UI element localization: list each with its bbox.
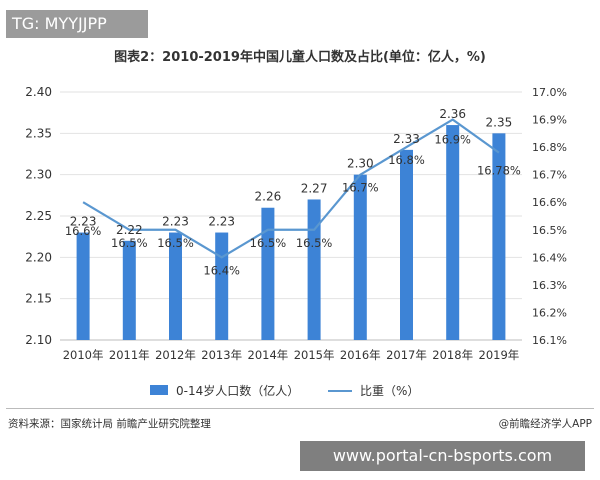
line-value-label: 16.5% — [296, 236, 333, 250]
bar-value-label: 2.23 — [162, 215, 189, 229]
bar-value-label: 2.26 — [255, 190, 282, 204]
bar-value-label: 2.30 — [347, 157, 374, 171]
line-data-labels: 16.6% 16.5% 16.5% 16.4% 16.5% 16.5% 16.7% 16.8%… — [65, 133, 521, 278]
y-right-tick-label: 16.5% — [532, 224, 567, 237]
legend-bar-label: 0-14岁人口数（亿人） — [176, 384, 300, 398]
line-value-label: 16.7% — [342, 181, 379, 195]
legend-bar-swatch — [150, 385, 168, 395]
line-value-label: 16.8% — [388, 153, 425, 167]
bar-value-label: 2.23 — [70, 215, 97, 229]
bar — [122, 240, 136, 340]
y-right-tick-label: 16.7% — [532, 169, 567, 182]
bar-value-label: 2.36 — [439, 107, 466, 121]
x-tick-label: 2010年 — [63, 348, 104, 362]
x-tick-label: 2018年 — [432, 348, 473, 362]
x-tick-label: 2015年 — [294, 348, 335, 362]
x-tick-label: 2014年 — [248, 348, 289, 362]
bar — [446, 125, 460, 340]
x-tick-label: 2013年 — [201, 348, 242, 362]
bar-value-label: 2.22 — [116, 223, 143, 237]
y-left-tick-label: 2.40 — [25, 85, 52, 99]
x-tick-label: 2011年 — [109, 348, 150, 362]
bar — [400, 149, 413, 340]
bar-value-label: 2.35 — [486, 115, 513, 129]
y-left-tick-label: 2.10 — [25, 333, 52, 347]
brand-note: @前瞻经济学人APP — [498, 418, 592, 430]
y-right-tick-label: 16.2% — [532, 306, 567, 319]
bar — [215, 232, 229, 340]
line-value-label: 16.4% — [203, 263, 240, 277]
line-value-label: 16.5% — [111, 236, 148, 250]
y-left-tick-label: 2.35 — [25, 126, 52, 140]
x-tick-label: 2016年 — [340, 348, 381, 362]
legend: 0-14岁人口数（亿人） 比重（%） — [150, 382, 470, 400]
x-tick-label: 2017年 — [386, 348, 427, 362]
y-left-tick-label: 2.15 — [25, 292, 52, 306]
bottom-banner: www.portal-cn-bsports.com — [300, 441, 585, 471]
y-right-tick-label: 16.9% — [532, 114, 567, 127]
y-right-tick-label: 16.6% — [532, 196, 567, 209]
source-note: 资料来源：国家统计局 前瞻产业研究院整理 — [8, 418, 211, 430]
footer-divider — [6, 408, 594, 409]
x-axis: 2010年 2011年 2012年 2013年 2014年 2015年 2016年 2017年… — [63, 348, 520, 362]
x-tick-label: 2019年 — [479, 348, 520, 362]
line-value-label: 16.5% — [250, 236, 287, 250]
line-value-label: 16.78% — [477, 164, 521, 178]
y-right-tick-label: 16.4% — [532, 251, 567, 264]
bar — [307, 199, 321, 340]
bar — [169, 232, 182, 340]
line-series — [82, 118, 500, 259]
line-value-label: 16.6% — [65, 224, 102, 238]
bar — [353, 174, 367, 340]
y-right-tick-label: 16.8% — [532, 141, 567, 154]
share-line — [82, 118, 500, 259]
y-right-tick-label: 16.3% — [532, 279, 567, 292]
bar-value-label: 2.27 — [301, 181, 328, 195]
line-value-label: 16.5% — [157, 236, 194, 250]
y-axis-left: 2.10 2.15 2.20 2.25 2.30 2.35 2.40 — [25, 85, 52, 347]
gridlines — [60, 91, 522, 341]
y-right-tick-label: 16.1% — [532, 334, 567, 347]
bar-data-labels: 2.23 2.22 2.23 2.23 2.26 2.27 2.30 2.33 2.36 2.35 — [70, 107, 513, 237]
bar — [492, 133, 506, 340]
y-left-tick-label: 2.20 — [25, 250, 52, 264]
watermark-tag: TG: MYYJJPP — [6, 10, 148, 38]
bar-value-label: 2.33 — [393, 132, 420, 146]
chart-title: 图表2：2010-2019年中国儿童人口数及占比(单位：亿人，%) — [114, 50, 486, 65]
line-value-label: 16.9% — [434, 133, 471, 147]
bar — [261, 207, 275, 340]
y-left-tick-label: 2.25 — [25, 209, 52, 223]
legend-line-label: 比重（%） — [360, 384, 420, 398]
bar-value-label: 2.23 — [208, 215, 235, 229]
legend-line-swatch — [328, 390, 352, 392]
bar — [76, 232, 90, 340]
y-right-tick-label: 17.0% — [532, 86, 567, 99]
bar-series — [76, 125, 506, 340]
x-tick-label: 2012年 — [155, 348, 196, 362]
y-axis-right: 16.1% 16.2% 16.3% 16.4% 16.5% 16.6% 16.7% 16.8%… — [532, 86, 567, 347]
y-left-tick-label: 2.30 — [25, 168, 52, 182]
